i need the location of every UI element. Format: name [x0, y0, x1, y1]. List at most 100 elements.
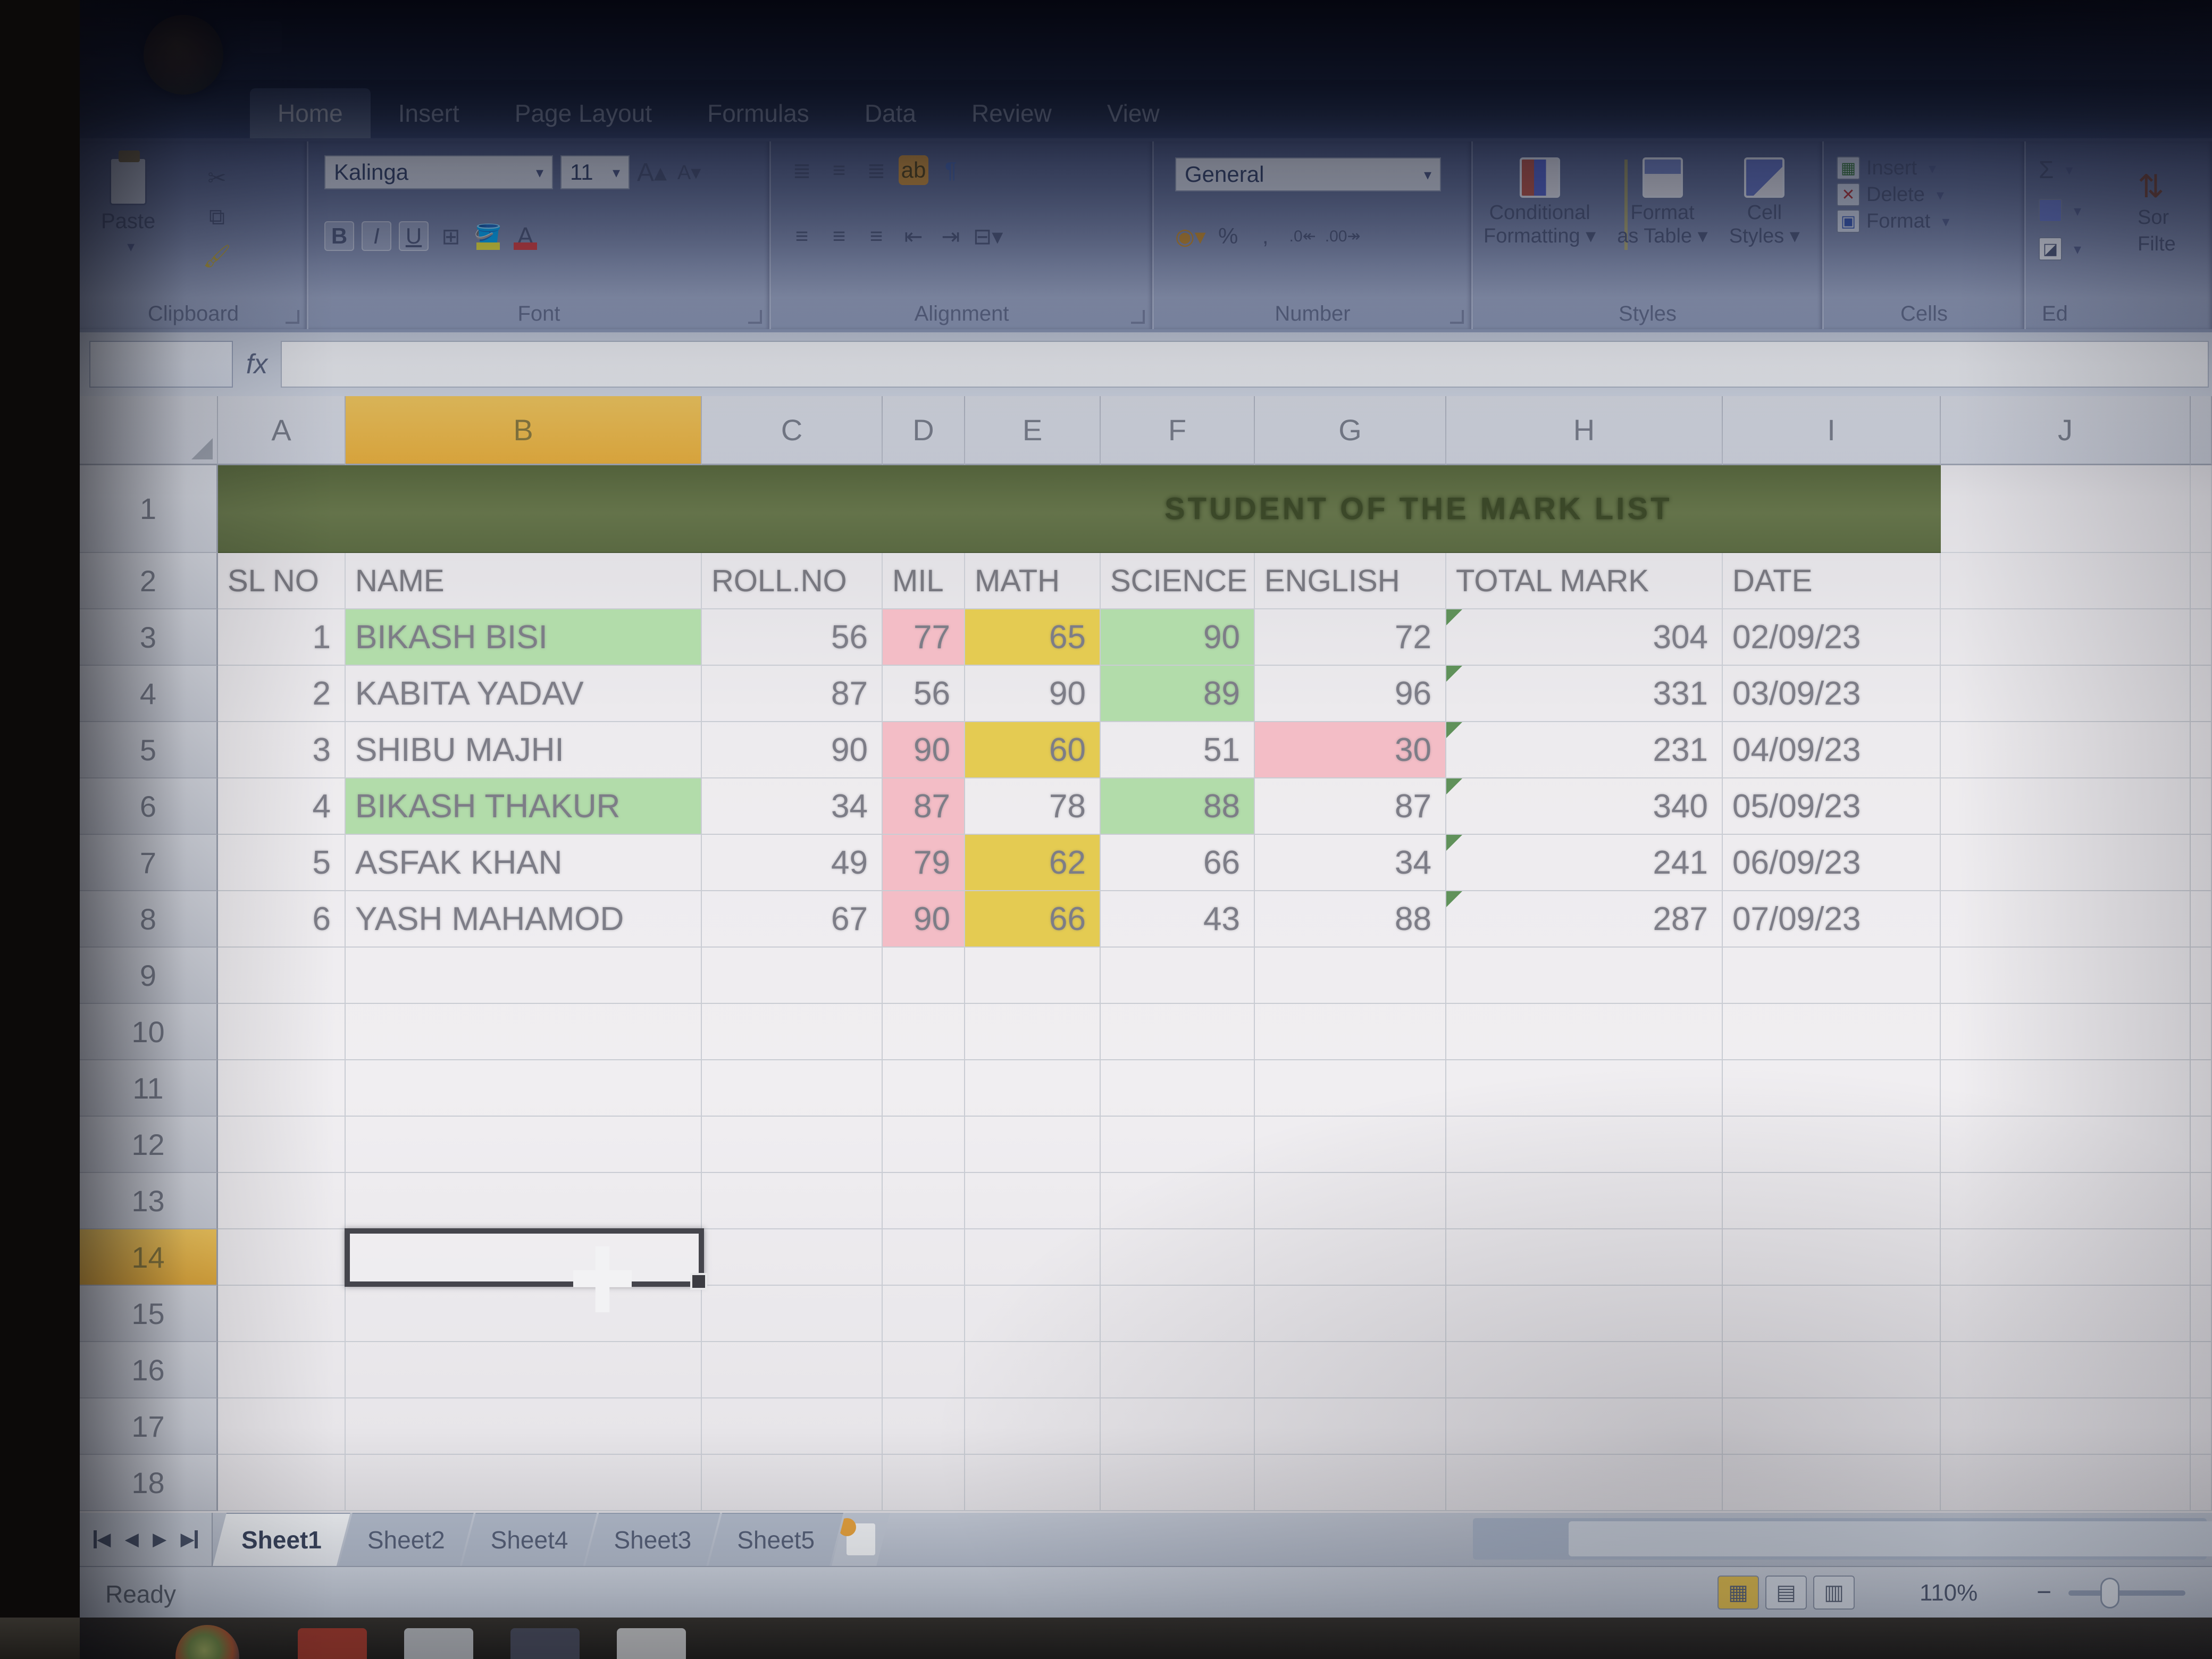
conditional-formatting-button[interactable]: Conditional Formatting ▾	[1484, 157, 1596, 248]
cell[interactable]	[1941, 1060, 2191, 1117]
cell[interactable]	[702, 1004, 883, 1060]
sheet-tab-sheet4[interactable]: Sheet4	[462, 1513, 597, 1566]
cell[interactable]	[1941, 666, 2191, 722]
row-header-8[interactable]: 8	[80, 891, 218, 948]
orientation-icon[interactable]: ab	[899, 155, 928, 185]
cell-sl[interactable]: 3	[218, 722, 346, 778]
grow-font-icon[interactable]: A▴	[637, 158, 667, 187]
cell[interactable]	[1941, 1229, 2191, 1286]
format-cells-button[interactable]: ▣ Format ▾	[1837, 210, 1949, 233]
cell-sl[interactable]: 5	[218, 835, 346, 891]
cell[interactable]	[1941, 778, 2191, 835]
cell-roll[interactable]: 67	[702, 891, 883, 948]
cell[interactable]	[346, 1455, 702, 1511]
copy-icon[interactable]: ⧉	[209, 204, 225, 229]
cell[interactable]	[1101, 1229, 1255, 1286]
cell[interactable]	[1941, 722, 2191, 778]
cell[interactable]	[965, 1286, 1101, 1342]
row-header-5[interactable]: 5	[80, 722, 218, 778]
cell[interactable]	[1941, 835, 2191, 891]
row-header-13[interactable]: 13	[80, 1173, 218, 1229]
cell[interactable]	[346, 1286, 702, 1342]
cell[interactable]	[1941, 553, 2191, 609]
cell-name[interactable]: SHIBU MAJHI	[346, 722, 702, 778]
header-math[interactable]: MATH	[965, 553, 1101, 609]
quick-access-toolbar[interactable]	[250, 21, 282, 53]
column-header-d[interactable]: D	[883, 396, 965, 465]
sort-filter-button[interactable]: ⇅ Sor Filte	[2138, 169, 2176, 256]
underline-button[interactable]: U	[399, 221, 429, 251]
cell[interactable]	[1101, 1060, 1255, 1117]
tab-page-layout[interactable]: Page Layout	[514, 99, 652, 127]
cell-date[interactable]: 05/09/23	[1723, 778, 1941, 835]
cell-date[interactable]: 04/09/23	[1723, 722, 1941, 778]
cell[interactable]	[218, 1173, 346, 1229]
column-header-j[interactable]: J	[1941, 396, 2191, 465]
delete-cells-button[interactable]: ✕ Delete ▾	[1837, 183, 1949, 206]
cell[interactable]	[1255, 1229, 1446, 1286]
column-header-a[interactable]: A	[218, 396, 346, 465]
sheet-tab-sheet3[interactable]: Sheet3	[585, 1513, 720, 1566]
normal-view-button[interactable]: ▦	[1717, 1576, 1759, 1610]
name-box[interactable]	[89, 341, 233, 388]
cell[interactable]	[1723, 948, 1941, 1004]
taskbar-app-icon[interactable]	[510, 1628, 580, 1659]
cell-sl[interactable]: 2	[218, 666, 346, 722]
cell[interactable]	[965, 1004, 1101, 1060]
cell[interactable]	[1255, 1173, 1446, 1229]
cell-total[interactable]: 231	[1446, 722, 1723, 778]
start-button[interactable]	[175, 1625, 239, 1659]
cell[interactable]	[965, 1398, 1101, 1455]
title-banner-cell[interactable]: STUDENT OF THE MARK LIST	[218, 465, 1941, 553]
page-break-view-button[interactable]: ▥	[1813, 1576, 1855, 1610]
page-layout-view-button[interactable]: ▤	[1765, 1576, 1807, 1610]
cell-name[interactable]: BIKASH THAKUR	[346, 778, 702, 835]
sheet-tab-sheet5[interactable]: Sheet5	[708, 1513, 843, 1566]
cell[interactable]	[1101, 1455, 1255, 1511]
cell-science[interactable]: 43	[1101, 891, 1255, 948]
cell[interactable]	[1723, 1060, 1941, 1117]
tab-insert[interactable]: Insert	[398, 99, 459, 127]
cell-mil[interactable]: 79	[883, 835, 965, 891]
row-header-11[interactable]: 11	[80, 1060, 218, 1117]
row-header-2[interactable]: 2	[80, 553, 218, 609]
paste-button[interactable]: Paste ▾	[101, 150, 155, 255]
cell[interactable]	[702, 1286, 883, 1342]
cell[interactable]	[218, 1229, 346, 1286]
cell-name[interactable]: KABITA YADAV	[346, 666, 702, 722]
cell-math[interactable]: 66	[965, 891, 1101, 948]
column-header-e[interactable]: E	[965, 396, 1101, 465]
cell[interactable]	[1255, 1398, 1446, 1455]
cell-date[interactable]: 06/09/23	[1723, 835, 1941, 891]
middle-align-icon[interactable]: ≡	[832, 157, 846, 182]
tab-view[interactable]: View	[1107, 99, 1160, 127]
cell[interactable]	[218, 1342, 346, 1398]
column-header-c[interactable]: C	[702, 396, 883, 465]
number-format-combobox[interactable]: General ▾	[1175, 157, 1441, 191]
clear-button[interactable]: ◪ ▾	[2039, 237, 2081, 261]
cell[interactable]	[965, 1060, 1101, 1117]
cell[interactable]	[346, 1060, 702, 1117]
bold-button[interactable]: B	[324, 221, 354, 251]
shrink-font-icon[interactable]: A▾	[677, 161, 701, 184]
header-date[interactable]: DATE	[1723, 553, 1941, 609]
increase-indent-icon[interactable]: ⇥	[941, 223, 960, 249]
comma-style-icon[interactable]: ,	[1262, 223, 1269, 248]
prev-sheet-icon[interactable]: ◀	[124, 1529, 139, 1549]
cell[interactable]	[1941, 1117, 2191, 1173]
cell-science[interactable]: 90	[1101, 609, 1255, 666]
tab-data[interactable]: Data	[864, 99, 916, 127]
cell[interactable]	[1101, 1004, 1255, 1060]
cell[interactable]	[1446, 948, 1723, 1004]
header-name[interactable]: NAME	[346, 553, 702, 609]
cell[interactable]	[1941, 891, 2191, 948]
tab-formulas[interactable]: Formulas	[707, 99, 809, 127]
cell[interactable]	[1723, 1117, 1941, 1173]
sheet-tab-sheet1[interactable]: Sheet1	[213, 1513, 350, 1566]
zoom-slider-knob[interactable]	[2100, 1578, 2119, 1608]
zoom-slider[interactable]	[2068, 1578, 2185, 1608]
cell-science[interactable]: 89	[1101, 666, 1255, 722]
cell-mil[interactable]: 56	[883, 666, 965, 722]
cell-styles-button[interactable]: Cell Styles ▾	[1729, 157, 1800, 248]
cell-english[interactable]: 87	[1255, 778, 1446, 835]
